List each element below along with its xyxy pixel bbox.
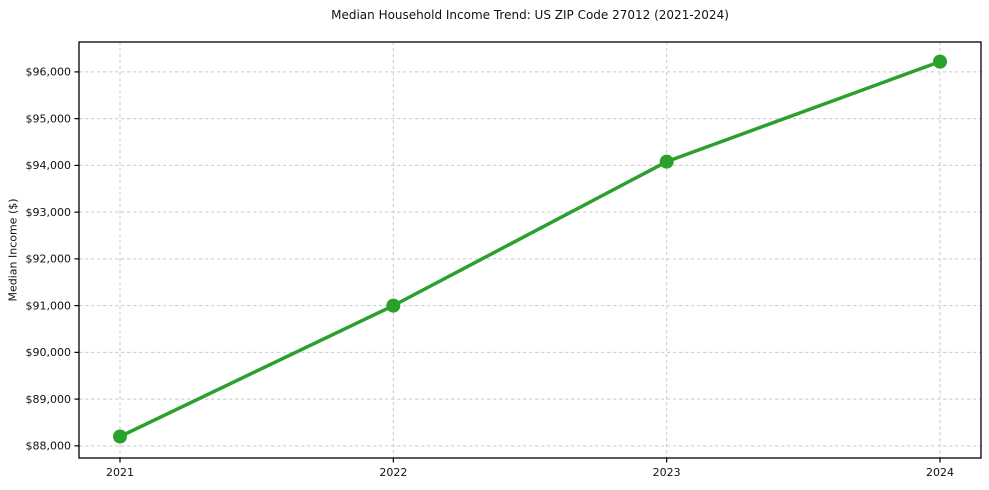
plot-border: [78, 41, 982, 459]
x-tick-label: 2023: [653, 466, 681, 479]
y-tick-label: $94,000: [26, 159, 72, 172]
y-tick-label: $93,000: [26, 206, 72, 219]
y-tick-label: $96,000: [26, 66, 72, 79]
y-tick-label: $95,000: [26, 112, 72, 125]
y-tick-label: $90,000: [26, 346, 72, 359]
trend-line: [118, 59, 942, 439]
data-point-2021: [113, 429, 127, 444]
data-point-2023: [659, 154, 674, 169]
x-tick-label: 2021: [106, 466, 134, 479]
x-tick-label: 2022: [379, 466, 407, 479]
data-point-2024: [933, 54, 947, 69]
y-tick-label: $89,000: [26, 393, 72, 406]
chart-title: Median Household Income Trend: US ZIP Co…: [331, 8, 729, 22]
y-tick-label: $88,000: [26, 440, 72, 453]
x-tick-label: 2024: [926, 466, 954, 479]
data-point-2022: [386, 298, 401, 313]
y-tick-label: $92,000: [26, 253, 72, 266]
y-tick-label: $91,000: [26, 299, 72, 312]
